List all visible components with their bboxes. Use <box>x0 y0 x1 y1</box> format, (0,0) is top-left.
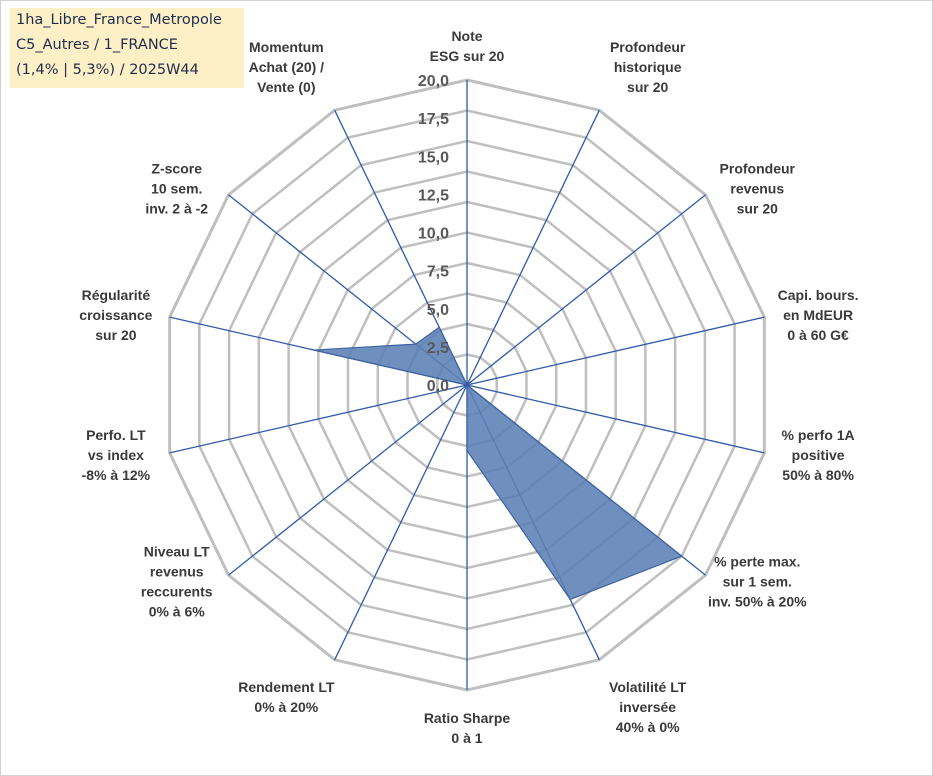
axis-label-6: Volatilité LT inversée 40% à 0% <box>609 679 687 735</box>
series-point-7 <box>466 449 468 452</box>
info-line-2: C5_Autres / 1_FRANCE <box>16 37 178 53</box>
axis-label-line: sur 20 <box>627 79 668 95</box>
axis-label-2: Profondeur revenus sur 20 <box>720 161 796 217</box>
series-point-11 <box>313 349 315 351</box>
axis-label-line: 0% à 20% <box>254 699 318 715</box>
axis-label-line: 40% à 0% <box>616 719 680 735</box>
axis-label-line: % perte max. <box>714 553 800 569</box>
axis-label-line: inv. 50% à 20% <box>708 593 807 609</box>
info-line-1: 1ha_Libre_France_Metropole <box>16 12 222 28</box>
tick-label: 10,0 <box>418 226 449 243</box>
axis-label-line: vs index <box>88 447 144 463</box>
axis-label-line: croissance <box>79 307 152 323</box>
axis-label-4: % perfo 1A positive 50% à 80% <box>782 427 855 483</box>
axis-spoke-10 <box>169 384 468 454</box>
info-line-3: (1,4% | 5,3%) / 2025W44 <box>16 62 199 78</box>
axis-label-line: Profondeur <box>610 39 686 55</box>
axis-spoke-1 <box>466 109 600 386</box>
tick-label: 7,5 <box>427 264 449 281</box>
axis-label-3: Capi. bours. en MdEUR 0 à 60 G€ <box>778 287 859 343</box>
tick-label: 0,0 <box>427 378 449 395</box>
axis-label-8: Rendement LT 0% à 20% <box>238 679 335 715</box>
tick-label: 17,5 <box>418 111 449 128</box>
series-point-5 <box>680 555 683 557</box>
axis-label-line: 0% à 6% <box>149 603 206 619</box>
axis-label-line: Z-score <box>151 161 202 177</box>
axis-label-line: reccurents <box>141 583 213 599</box>
axis-label-line: positive <box>792 447 845 463</box>
series-point-12 <box>414 343 417 345</box>
axis-label-1: Profondeur historique sur 20 <box>610 39 686 95</box>
axis-label-13: Momentum Achat (20) / Vente (0) <box>249 39 325 95</box>
axis-label-line: ESG sur 20 <box>430 48 505 64</box>
axis-label-line: Régularité <box>82 287 151 303</box>
axis-label-5: % perte max. sur 1 sem. inv. 50% à 20% <box>708 553 807 609</box>
axis-label-line: Perfo. LT <box>86 427 146 443</box>
tick-label: 5,0 <box>427 302 449 319</box>
series-point-13 <box>438 326 441 329</box>
axis-label-line: Profondeur <box>720 161 796 177</box>
axis-spoke-8 <box>334 384 468 661</box>
info-box: 1ha_Libre_France_Metropole C5_Autres / 1… <box>10 8 244 88</box>
axis-label-12: Z-score 10 sem. inv. 2 à -2 <box>145 161 208 217</box>
tick-label: 2,5 <box>427 340 449 357</box>
series-point-10 <box>466 384 468 386</box>
axis-label-line: Ratio Sharpe <box>424 710 511 726</box>
axis-label-line: revenus <box>150 563 204 579</box>
axis-label-11: Régularité croissance sur 20 <box>79 287 152 343</box>
tick-label: 12,5 <box>418 187 449 204</box>
axis-label-line: % perfo 1A <box>782 427 855 443</box>
axis-label-line: -8% à 12% <box>82 467 151 483</box>
axis-label-line: historique <box>614 59 682 75</box>
axis-label-line: 50% à 80% <box>782 467 854 483</box>
axis-label-line: Achat (20) / <box>249 59 325 75</box>
series-layer <box>313 326 683 601</box>
tick-layer: 0,0 2,5 5,0 7,5 10,0 12,5 15,0 17,5 20,0 <box>418 73 449 395</box>
axis-label-9: Niveau LT revenus reccurents 0% à 6% <box>141 543 213 619</box>
axis-label-line: en MdEUR <box>783 307 853 323</box>
axis-label-line: sur 20 <box>95 327 136 343</box>
axis-label-line: sur 20 <box>737 201 778 217</box>
axis-label-0: Note ESG sur 20 <box>430 28 505 64</box>
axis-label-line: Note <box>451 28 482 44</box>
axis-label-10: Perfo. LT vs index -8% à 12% <box>82 427 151 483</box>
tick-label: 15,0 <box>418 149 449 166</box>
axis-spoke-9 <box>228 384 468 576</box>
axis-label-line: 0 à 60 G€ <box>787 327 849 343</box>
axis-label-line: inv. 2 à -2 <box>145 201 208 217</box>
axis-label-line: 10 sem. <box>151 181 202 197</box>
axis-label-7: Ratio Sharpe 0 à 1 <box>424 710 511 746</box>
axis-label-line: inversée <box>619 699 676 715</box>
axis-label-line: revenus <box>730 181 784 197</box>
tick-label: 20,0 <box>418 73 449 90</box>
label-layer: Note ESG sur 20 Profondeur historique sur 20… <box>79 28 858 746</box>
axis-spoke-3 <box>466 316 765 386</box>
axis-label-line: Momentum <box>249 39 324 55</box>
axis-label-line: 0 à 1 <box>451 730 482 746</box>
series-point-6 <box>569 598 572 601</box>
axis-spoke-4 <box>466 384 765 454</box>
axis-label-line: Capi. bours. <box>778 287 859 303</box>
axis-label-line: Rendement LT <box>238 679 335 695</box>
axis-label-line: Vente (0) <box>257 79 315 95</box>
axis-label-line: Volatilité LT <box>609 679 687 695</box>
axis-label-line: sur 1 sem. <box>723 573 792 589</box>
axis-label-line: Niveau LT <box>144 543 210 559</box>
axis-spoke-2 <box>466 194 706 386</box>
